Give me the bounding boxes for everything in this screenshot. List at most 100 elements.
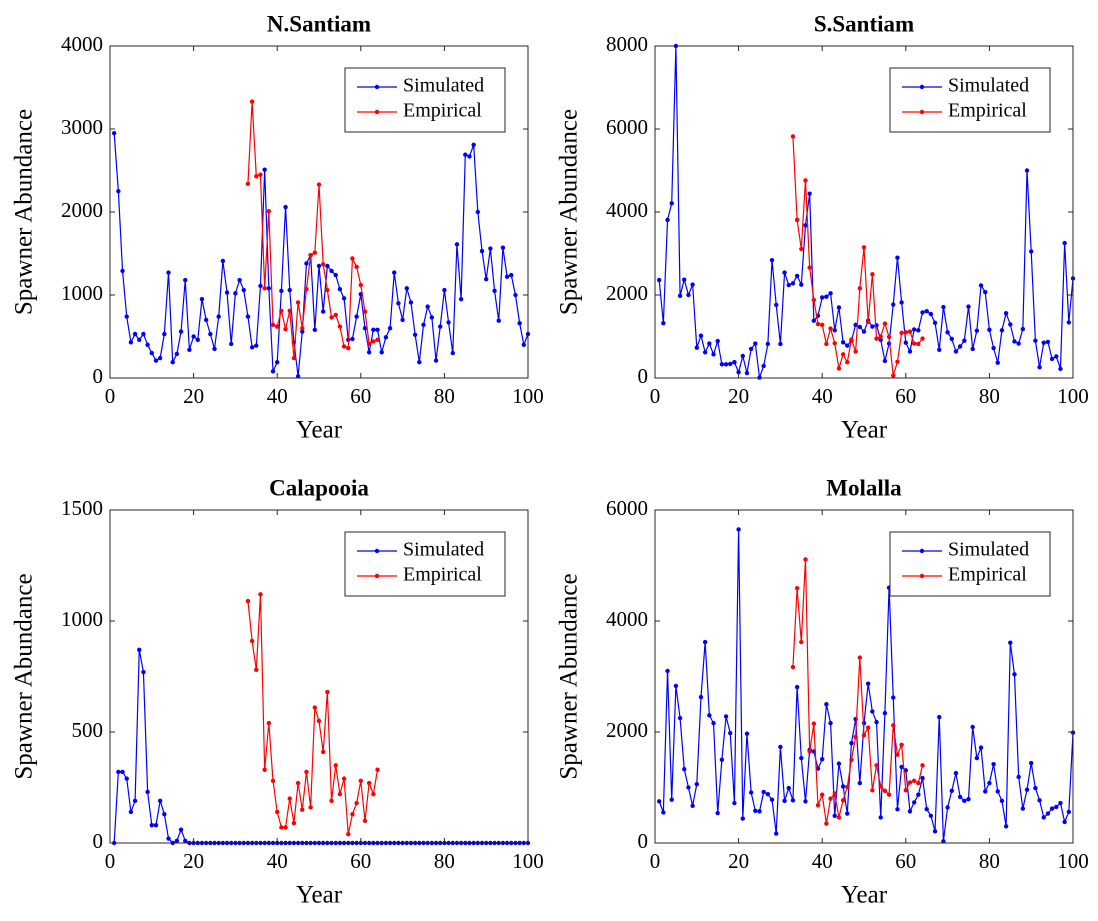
data-point xyxy=(496,318,501,323)
data-point xyxy=(258,592,263,597)
data-point xyxy=(732,360,737,365)
data-point xyxy=(907,809,913,814)
data-point xyxy=(878,815,883,820)
data-point xyxy=(945,330,950,335)
y-tick-label: 4000 xyxy=(606,198,648,222)
data-point xyxy=(262,767,267,772)
data-point xyxy=(991,345,996,351)
data-point xyxy=(811,721,817,726)
data-point xyxy=(820,322,825,328)
y-tick-label: 2000 xyxy=(606,718,648,742)
legend: Simulated Empirical xyxy=(889,67,1051,133)
data-point xyxy=(899,330,904,335)
data-point xyxy=(786,785,791,791)
data-point xyxy=(719,362,725,367)
data-point xyxy=(849,337,854,342)
data-point xyxy=(166,270,171,275)
data-point xyxy=(116,769,121,775)
data-point xyxy=(195,337,200,343)
x-tick-label: 0 xyxy=(105,384,116,408)
data-point xyxy=(907,780,913,785)
data-point xyxy=(903,340,908,345)
data-point xyxy=(366,350,372,355)
data-point xyxy=(1003,311,1009,316)
data-point xyxy=(492,288,497,294)
data-point xyxy=(295,300,301,305)
data-point xyxy=(728,361,733,367)
data-point xyxy=(329,268,334,274)
data-point xyxy=(853,349,858,354)
legend-label: Empirical xyxy=(948,100,1027,122)
data-point xyxy=(707,341,712,346)
data-point xyxy=(895,806,900,812)
data-point xyxy=(828,326,833,331)
data-point xyxy=(275,360,280,365)
legend-marker xyxy=(919,573,925,579)
x-axis-label: Year xyxy=(296,417,343,444)
data-point xyxy=(375,337,380,343)
data-point xyxy=(1016,774,1021,780)
data-point xyxy=(120,268,125,274)
data-point xyxy=(886,334,892,340)
x-tick-label: 0 xyxy=(650,849,661,873)
data-point xyxy=(995,360,1000,365)
y-tick-label: 0 xyxy=(638,364,649,388)
data-point xyxy=(682,766,687,772)
data-point xyxy=(120,769,125,775)
data-point xyxy=(1037,365,1042,370)
data-point xyxy=(736,369,741,375)
data-point xyxy=(828,291,833,296)
data-point xyxy=(732,800,737,806)
data-point xyxy=(258,283,263,289)
data-point xyxy=(983,289,988,295)
data-point xyxy=(1008,322,1013,327)
data-point xyxy=(254,174,259,179)
data-point xyxy=(333,763,338,768)
x-tick-label: 40 xyxy=(812,849,833,873)
x-tick-label: 40 xyxy=(267,849,288,873)
y-tick-label: 2000 xyxy=(61,198,103,222)
data-point xyxy=(316,182,322,187)
data-point xyxy=(166,836,171,841)
data-point xyxy=(769,797,775,802)
data-point xyxy=(212,346,217,352)
data-point xyxy=(920,310,925,315)
data-point xyxy=(928,311,934,317)
data-point xyxy=(669,201,674,206)
data-point xyxy=(895,255,900,260)
data-point xyxy=(807,749,812,754)
data-point xyxy=(916,792,921,797)
data-point xyxy=(857,780,863,786)
x-tick-label: 40 xyxy=(812,384,833,408)
data-point xyxy=(824,821,829,826)
data-point xyxy=(815,766,821,771)
y-axis-label: Spawner Abundance xyxy=(11,573,38,779)
x-tick-label: 60 xyxy=(350,849,371,873)
data-point xyxy=(178,329,184,334)
data-point xyxy=(824,294,829,299)
data-point xyxy=(845,784,850,790)
data-point xyxy=(774,302,779,308)
data-point xyxy=(275,809,280,815)
y-axis-label: Spawner Abundance xyxy=(556,109,583,315)
legend-label: Simulated xyxy=(948,75,1029,97)
data-point xyxy=(178,827,184,832)
data-point xyxy=(450,350,455,356)
legend: Simulated Empirical xyxy=(344,531,506,597)
data-point xyxy=(270,369,276,374)
data-point xyxy=(836,305,842,310)
data-point xyxy=(811,297,817,303)
data-point xyxy=(300,326,305,331)
data-point xyxy=(669,797,674,802)
data-point xyxy=(878,337,883,343)
data-point xyxy=(350,256,355,261)
data-point xyxy=(346,345,351,351)
data-point xyxy=(748,790,754,795)
data-point xyxy=(283,825,288,830)
legend-label: Empirical xyxy=(403,100,482,122)
data-point xyxy=(790,281,796,286)
data-point xyxy=(891,695,896,700)
data-point xyxy=(137,647,142,653)
data-point xyxy=(845,811,850,816)
